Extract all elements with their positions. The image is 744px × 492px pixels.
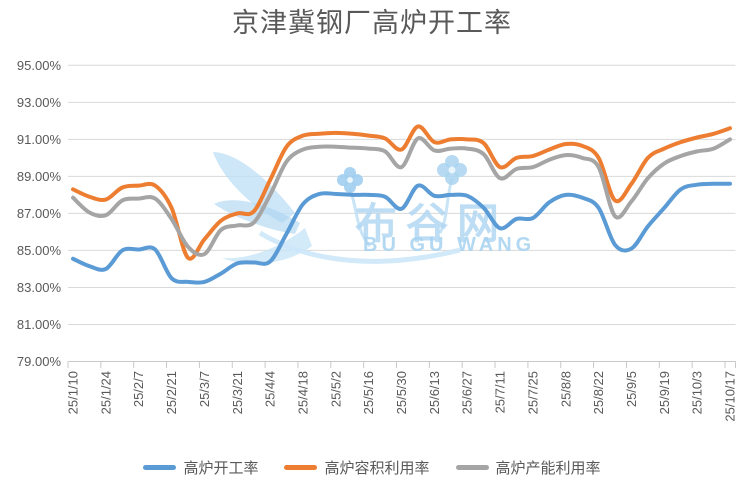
x-axis-label: 25/4/4 — [263, 371, 278, 407]
legend-swatch-orange — [284, 465, 318, 470]
x-axis-label: 25/2/21 — [164, 371, 179, 414]
series-line-0 — [71, 181, 732, 285]
x-axis-label: 25/3/21 — [230, 371, 245, 414]
x-axis-label: 25/5/30 — [394, 371, 409, 414]
x-axis-label: 25/1/24 — [98, 371, 113, 414]
y-axis-label: 85.00% — [17, 243, 62, 258]
x-axis-label: 25/10/17 — [723, 371, 738, 422]
y-axis-label: 91.00% — [17, 132, 62, 147]
x-axis-label: 25/7/25 — [525, 371, 540, 414]
x-axis-label: 25/3/7 — [197, 371, 212, 407]
y-axis-label: 93.00% — [17, 95, 62, 110]
legend-item-channenglv: 高炉产能利用率 — [455, 457, 601, 478]
legend-item-rongjilv: 高炉容积利用率 — [284, 457, 430, 478]
chart-title: 京津冀钢厂高炉开工率 — [232, 8, 512, 38]
x-axis-label: 25/5/2 — [328, 371, 343, 407]
x-axis-label: 25/8/8 — [558, 371, 573, 407]
legend-label: 高炉产能利用率 — [495, 460, 601, 477]
x-axis-label: 25/6/13 — [427, 371, 442, 414]
y-axis-label: 95.00% — [17, 58, 62, 73]
x-axis-label: 25/2/7 — [131, 371, 146, 407]
legend-label: 高炉容积利用率 — [324, 460, 430, 477]
legend: 高炉开工率 高炉容积利用率 高炉产能利用率 — [0, 457, 744, 478]
y-axis-label: 87.00% — [17, 206, 62, 221]
y-axis-label: 81.00% — [17, 317, 62, 332]
y-axis-label: 79.00% — [17, 354, 62, 369]
x-axis-label: 25/7/11 — [493, 371, 508, 413]
y-axis-label: 83.00% — [17, 280, 62, 295]
x-axis-label: 25/9/5 — [624, 371, 639, 407]
x-axis-label: 25/1/10 — [66, 371, 81, 414]
legend-swatch-blue — [143, 465, 177, 470]
x-axis-label: 25/8/22 — [591, 371, 606, 414]
legend-swatch-gray — [455, 465, 489, 470]
y-axis-label: 89.00% — [17, 169, 62, 184]
legend-label: 高炉开工率 — [183, 460, 259, 477]
legend-item-kaigonglv: 高炉开工率 — [143, 457, 258, 478]
x-axis-label: 25/5/16 — [361, 371, 376, 414]
series-line-1 — [71, 124, 732, 261]
x-axis-label: 25/4/18 — [295, 371, 310, 414]
x-axis-label: 25/6/27 — [460, 371, 475, 414]
series-line-2 — [71, 136, 732, 257]
x-axis-label: 25/9/19 — [657, 371, 672, 414]
x-axis-label: 25/10/3 — [690, 371, 705, 414]
